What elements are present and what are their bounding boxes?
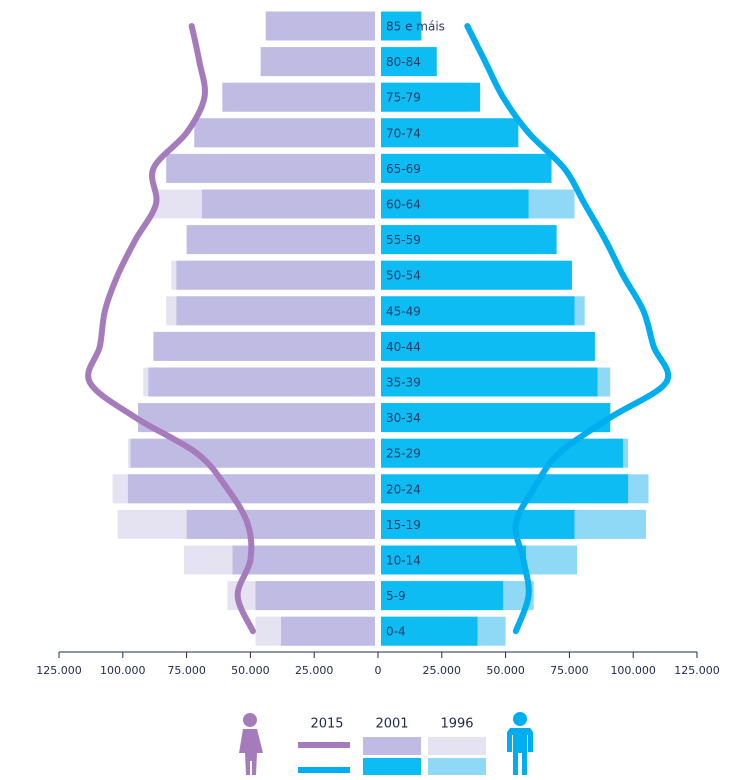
female-bar — [186, 225, 375, 255]
legend-swatch — [428, 758, 486, 775]
lines: 85 e máis 80-84 75-79 70-74 65-69 60-64 55-59 5… — [85, 20, 672, 639]
x-tick-label: 125.000 — [36, 664, 82, 677]
male-bar — [381, 11, 422, 41]
female-bar — [201, 189, 375, 219]
male-line — [464, 23, 672, 635]
category-label: 5-9 — [386, 589, 406, 603]
male-bar — [381, 438, 623, 468]
female-bar — [130, 438, 375, 468]
x-tick-label: 75.000 — [550, 664, 589, 677]
category-label: 25-29 — [386, 447, 421, 461]
legend-swatch — [363, 758, 421, 775]
category-label: 70-74 — [386, 126, 421, 140]
male-icon — [507, 712, 533, 775]
female-bar — [255, 581, 375, 611]
x-tick-label: 100.000 — [100, 664, 146, 677]
male-bar — [381, 153, 552, 183]
category-label: 55-59 — [386, 233, 421, 247]
category-label: 45-49 — [386, 304, 421, 318]
male-bar — [381, 367, 598, 397]
male-bar — [381, 545, 527, 575]
female-bar — [153, 331, 375, 361]
category-label: 10-14 — [386, 554, 421, 568]
category-label: 50-54 — [386, 269, 421, 283]
category-label: 15-19 — [386, 518, 421, 532]
bars — [112, 11, 649, 646]
category-label: 85 e máis — [386, 20, 445, 34]
category-label: 20-24 — [386, 482, 421, 496]
female-bar — [186, 509, 375, 539]
male-bar — [381, 260, 572, 290]
female-bar — [194, 118, 375, 148]
male-bar — [381, 47, 437, 77]
female-bar — [265, 11, 375, 41]
female-bar — [138, 403, 375, 433]
male-bar — [381, 509, 575, 539]
male-bar — [381, 118, 519, 148]
male-bar — [381, 296, 575, 326]
x-tick-label: 0 — [375, 664, 382, 677]
male-bar — [381, 189, 529, 219]
female-icon — [239, 713, 263, 775]
male-bar — [381, 225, 557, 255]
legend-label: 1996 — [440, 717, 473, 732]
female-bar — [127, 474, 376, 504]
legend-label: 2015 — [310, 717, 343, 732]
male-bar — [381, 616, 478, 646]
x-tick-label: 25.000 — [295, 664, 334, 677]
female-bar — [176, 296, 375, 326]
male-bar — [381, 82, 481, 112]
x-tick-label: 100.000 — [610, 664, 656, 677]
female-line — [85, 23, 256, 635]
legend-swatch — [298, 742, 350, 748]
category-label: 35-39 — [386, 376, 421, 390]
male-bar — [381, 331, 595, 361]
legend-label: 2001 — [375, 717, 408, 732]
x-tick-label: 50.000 — [486, 664, 525, 677]
x-tick-label: 50.000 — [231, 664, 270, 677]
male-bar — [381, 474, 629, 504]
female-bar — [260, 47, 375, 77]
category-label: 0-4 — [386, 625, 406, 639]
category-label: 30-34 — [386, 411, 421, 425]
category-label: 75-79 — [386, 91, 421, 105]
female-bar — [148, 367, 375, 397]
category-label: 60-64 — [386, 198, 421, 212]
female-bar — [281, 616, 375, 646]
category-label: 40-44 — [386, 340, 421, 354]
male-bar — [381, 403, 611, 433]
legend-swatch — [428, 737, 486, 755]
legend-swatch — [363, 737, 421, 755]
female-bar — [222, 82, 375, 112]
legend-swatch — [298, 767, 350, 773]
category-label: 80-84 — [386, 55, 421, 69]
x-tick-label: 125.000 — [674, 664, 720, 677]
female-bar — [232, 545, 375, 575]
female-bar — [176, 260, 375, 290]
x-tick-label: 75.000 — [167, 664, 206, 677]
axis: 125.000 100.000 75.000 50.000 25.000 0 25.000 5… — [36, 651, 720, 677]
female-bar — [166, 153, 375, 183]
category-label: 65-69 — [386, 162, 421, 176]
legend: 2015 2001 1996 — [239, 712, 533, 775]
male-bar — [381, 581, 504, 611]
x-tick-label: 25.000 — [423, 664, 462, 677]
